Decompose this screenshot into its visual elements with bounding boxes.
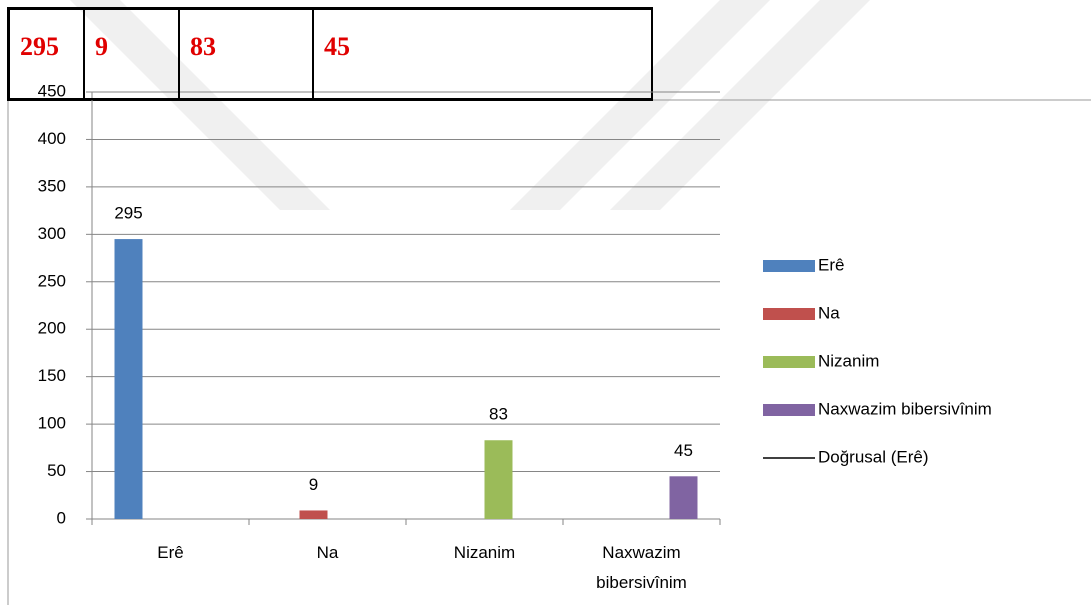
y-tick-label: 50 bbox=[47, 461, 66, 480]
y-tick-label: 100 bbox=[38, 414, 66, 433]
legend-swatch bbox=[763, 308, 815, 320]
legend-label: Doğrusal (Erê) bbox=[818, 447, 929, 466]
legend-swatch bbox=[763, 260, 815, 272]
y-tick-label: 0 bbox=[57, 508, 66, 527]
watermark-stripe bbox=[610, 0, 870, 210]
table-cell: 83 bbox=[178, 8, 312, 100]
legend-label: Nizanim bbox=[818, 351, 879, 370]
y-tick-label: 400 bbox=[38, 129, 66, 148]
legend-swatch bbox=[763, 356, 815, 368]
bar bbox=[114, 239, 143, 520]
watermark-stripe bbox=[510, 0, 770, 210]
bar bbox=[299, 510, 328, 519]
table-cell: 9 bbox=[83, 8, 178, 100]
y-tick-label: 150 bbox=[38, 366, 66, 385]
data-label: 9 bbox=[309, 475, 318, 494]
y-tick-label: 450 bbox=[38, 81, 66, 100]
data-label: 295 bbox=[114, 204, 142, 223]
table-cell: 295 bbox=[8, 8, 83, 100]
legend-label: Erê bbox=[818, 255, 844, 274]
legend-label: Na bbox=[818, 303, 840, 322]
data-label: 45 bbox=[674, 441, 693, 460]
bar bbox=[669, 476, 698, 519]
watermark-stripe bbox=[70, 0, 330, 210]
x-tick-label: Naxwazim bibersivînim bbox=[596, 543, 687, 592]
data-label: 83 bbox=[489, 405, 508, 424]
x-tick-label: Nizanim bbox=[453, 543, 516, 562]
legend-label: Naxwazim bibersivînim bbox=[818, 399, 992, 418]
x-tick-label: Na bbox=[316, 543, 339, 562]
bar bbox=[484, 440, 513, 519]
x-tick-label: Erê bbox=[157, 543, 184, 562]
y-tick-label: 250 bbox=[38, 271, 66, 290]
table-cell: 45 bbox=[312, 8, 652, 100]
y-tick-label: 200 bbox=[38, 319, 66, 338]
watermark bbox=[70, 0, 870, 210]
y-tick-label: 300 bbox=[38, 224, 66, 243]
legend-swatch bbox=[763, 404, 815, 416]
y-tick-label: 350 bbox=[38, 176, 66, 195]
